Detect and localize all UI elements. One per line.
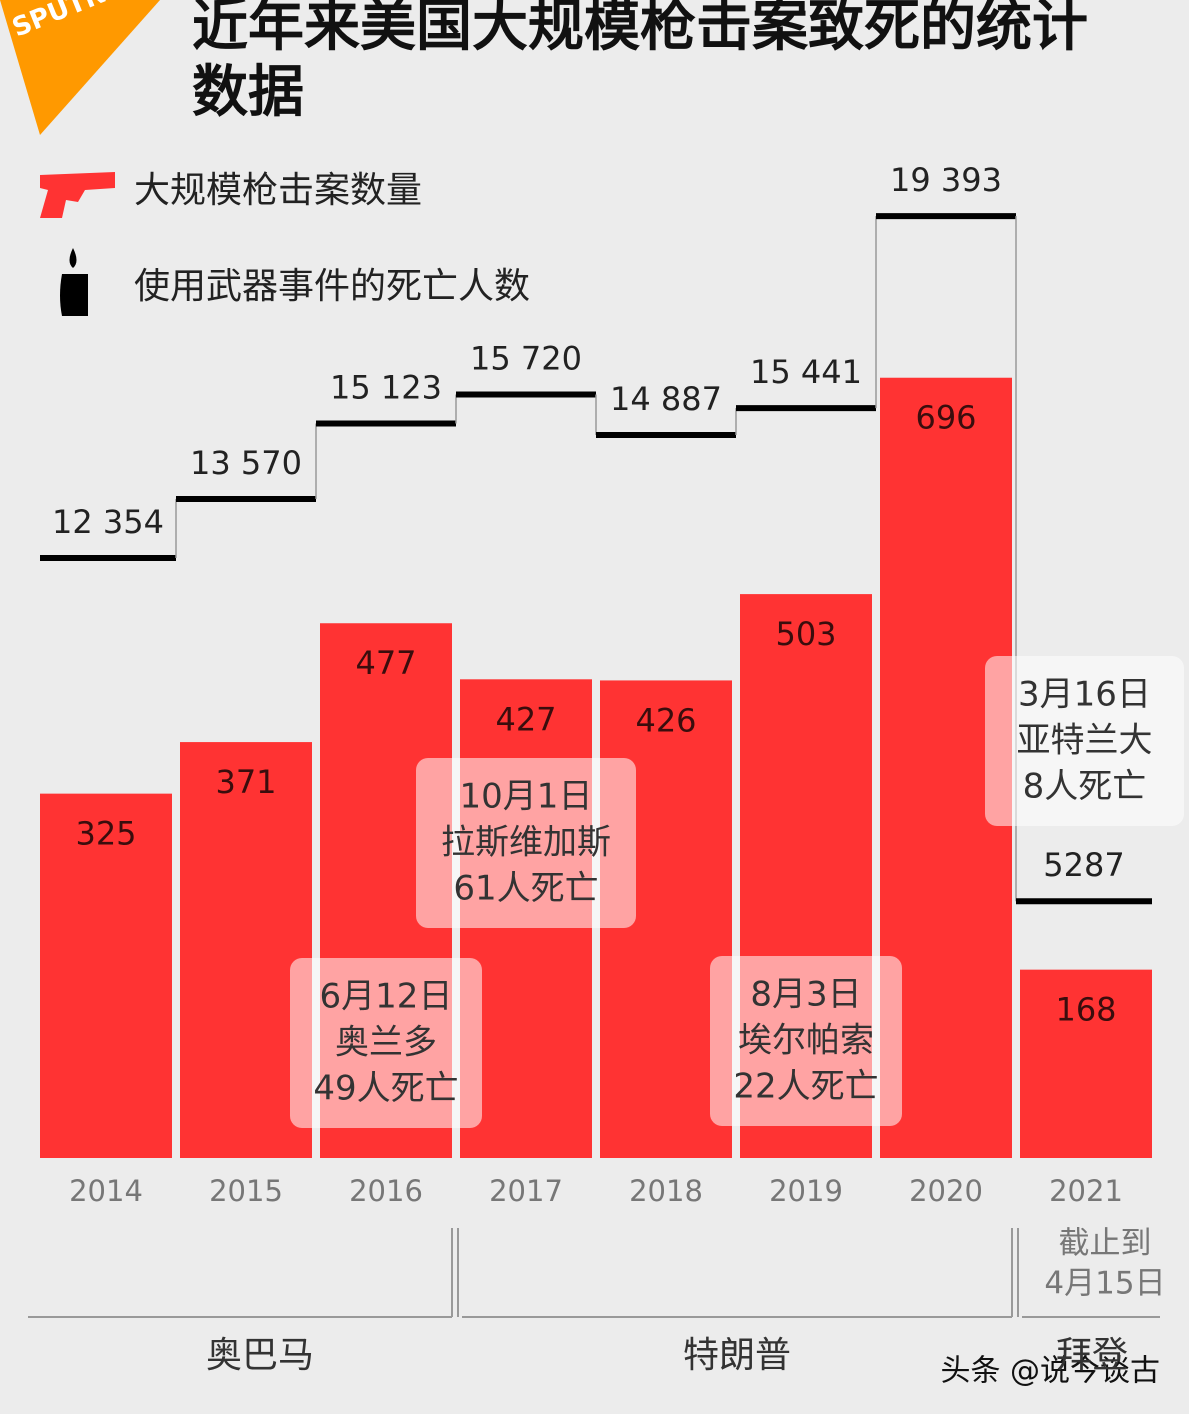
bar-value-label: 477 (355, 644, 416, 682)
bar (40, 793, 172, 1158)
death-value-label: 15 123 (330, 369, 442, 407)
bar-value-label: 427 (495, 700, 556, 738)
period-label: 拜登 (1056, 1335, 1128, 1376)
annotation-box (290, 958, 482, 1128)
x-tick-label: 2015 (209, 1174, 283, 1208)
period-label: 奥巴马 (206, 1335, 314, 1376)
annotation-text: 埃尔帕索 (738, 1021, 874, 1061)
annotation-text: 61人死亡 (453, 869, 598, 909)
annotation-text: 亚特兰大 (1017, 721, 1153, 761)
bar-value-label: 168 (1055, 991, 1116, 1029)
annotation-text: 8月3日 (750, 975, 861, 1015)
annotation-text: 6月12日 (320, 977, 453, 1017)
bar-value-label: 503 (775, 615, 836, 653)
chart-title: 近年来美国大规模枪击案致死的统计数据 (192, 0, 1088, 125)
x-tick-label: 2020 (909, 1174, 983, 1208)
period-label: 特朗普 (683, 1335, 791, 1376)
death-value-label: 13 570 (190, 444, 302, 482)
death-value-label: 15 441 (750, 353, 862, 391)
legend-label: 使用武器事件的死亡人数 (134, 266, 530, 307)
annotation-box (985, 656, 1184, 826)
annotation-text: 拉斯维加斯 (441, 823, 611, 863)
candle-icon (60, 274, 88, 316)
annotation-text: 22人死亡 (733, 1067, 878, 1107)
x-tick-label: 2016 (349, 1174, 423, 1208)
x-tick-label: 2019 (769, 1174, 843, 1208)
x-tick-label: 2021 (1049, 1174, 1123, 1208)
logo-shape (0, 0, 160, 135)
death-value-label: 15 720 (470, 340, 582, 378)
annotation-text: 3月16日 (1018, 675, 1151, 715)
x-tick-label: 2017 (489, 1174, 563, 1208)
x-tick-label: 2014 (69, 1174, 143, 1208)
gun-icon (40, 172, 115, 218)
bar-value-label: 696 (915, 399, 976, 437)
annotation-text: 8人死亡 (1023, 767, 1147, 807)
legend-label: 大规模枪击案数量 (134, 170, 422, 211)
death-value-label: 5287 (1043, 846, 1124, 884)
bar-value-label: 426 (635, 701, 696, 739)
annotation-text: 10月1日 (460, 777, 593, 817)
bar-value-label: 371 (215, 763, 276, 801)
x-tick-label: 2018 (629, 1174, 703, 1208)
watermark: 头条 @说今谈古 (940, 1354, 1160, 1389)
category-note: 截止到 (1059, 1226, 1152, 1262)
bar (1020, 969, 1152, 1158)
category-note: 4月15日 (1044, 1266, 1165, 1302)
death-value-label: 14 887 (610, 380, 722, 418)
death-value-label: 19 393 (890, 161, 1002, 199)
flame-icon (69, 248, 77, 268)
annotation-text: 奥兰多 (335, 1023, 437, 1063)
annotation-text: 49人死亡 (313, 1069, 458, 1109)
bar-value-label: 325 (75, 815, 136, 853)
death-value-label: 12 354 (52, 503, 164, 541)
annotation-box (710, 956, 902, 1126)
annotation-box (416, 758, 636, 928)
